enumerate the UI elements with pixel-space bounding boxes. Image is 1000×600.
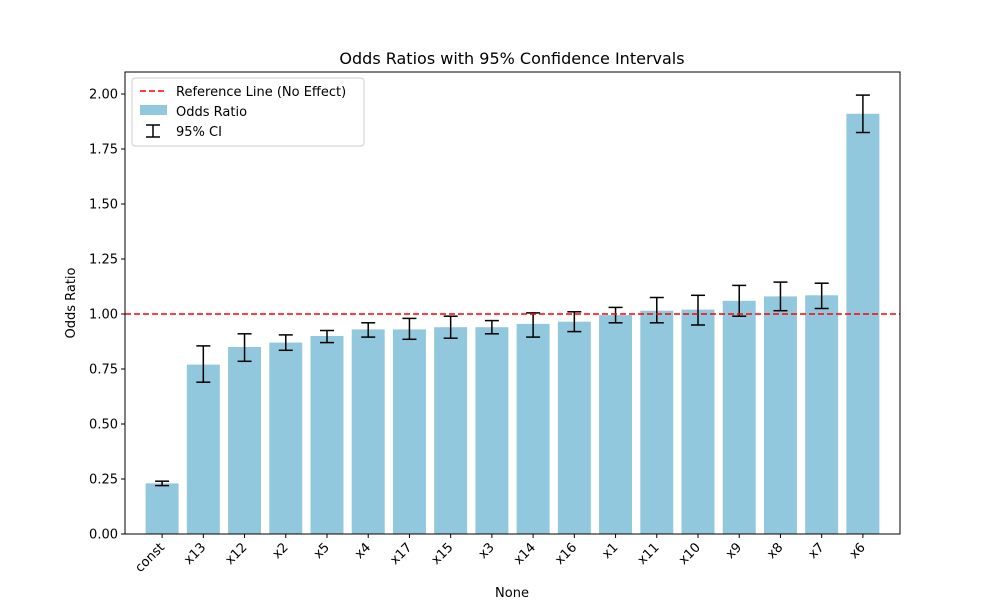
- plot-frame: [124, 71, 901, 535]
- bar-x1: [599, 315, 633, 534]
- plot-area: 0.00 0.25 0.50 0.75 1.00 1.25 1.50 1.75 2.00 cons…: [89, 71, 901, 576]
- x-tick-label: x13: [181, 540, 209, 568]
- x-tick-label: x15: [429, 540, 457, 568]
- x-tick-label: x8: [764, 540, 786, 562]
- x-axis-label: None: [495, 586, 529, 600]
- legend-label-odds-ratio: Odds Ratio: [176, 105, 247, 120]
- chart-title: Odds Ratios with 95% Confidence Interval…: [339, 49, 684, 68]
- bar-x13: [186, 364, 220, 534]
- x-tick-label: x10: [676, 540, 704, 568]
- bar-x12: [228, 347, 262, 534]
- x-tick-label: x17: [388, 540, 416, 568]
- y-tick-label: 1.50: [89, 198, 118, 213]
- y-tick-label: 0.00: [89, 528, 118, 543]
- x-tick-label: x5: [311, 540, 333, 562]
- y-tick-label: 1.00: [89, 308, 118, 323]
- y-tick-label: 1.25: [89, 253, 118, 268]
- x-tick-label: x6: [847, 540, 869, 562]
- y-tick-label: 0.50: [89, 418, 118, 433]
- x-tick-label: x16: [552, 540, 580, 568]
- y-tick-label: 2.00: [89, 88, 118, 103]
- bar-x4: [351, 329, 385, 534]
- bar-x10: [681, 309, 715, 534]
- x-tick-label: x4: [352, 540, 374, 562]
- y-axis-label: Odds Ratio: [64, 267, 79, 338]
- bar-x17: [392, 329, 426, 534]
- x-tick-label: x2: [270, 540, 292, 562]
- bar-x9: [722, 300, 756, 534]
- legend-label-ci: 95% CI: [176, 125, 222, 140]
- bar-x16: [557, 321, 591, 534]
- bar-x15: [434, 327, 468, 534]
- bar-x11: [640, 310, 674, 534]
- legend-label-reference-line: Reference Line (No Effect): [176, 85, 346, 100]
- legend-swatch-odds-ratio: [140, 105, 167, 115]
- bar-x3: [475, 327, 509, 534]
- x-tick-label: x11: [635, 540, 663, 568]
- x-tick-label: x9: [723, 540, 745, 562]
- x-tick-label: x7: [806, 540, 828, 562]
- bar-const: [145, 483, 179, 534]
- y-tick-label: 1.75: [89, 143, 118, 158]
- x-tick-label: const: [132, 540, 168, 576]
- x-tick-label: x12: [223, 540, 251, 568]
- x-tick-label: x3: [476, 540, 498, 562]
- bar-x2: [269, 342, 303, 534]
- x-tick-label: x1: [599, 540, 621, 562]
- y-tick-label: 0.25: [89, 473, 118, 488]
- y-tick-label: 0.75: [89, 363, 118, 378]
- bar-x14: [516, 323, 550, 534]
- bar-x5: [310, 336, 344, 534]
- bar-x6: [846, 113, 880, 535]
- bar-x8: [763, 296, 797, 534]
- bar-x7: [805, 295, 839, 534]
- legend-box: [131, 77, 365, 147]
- x-tick-label: x14: [511, 540, 539, 568]
